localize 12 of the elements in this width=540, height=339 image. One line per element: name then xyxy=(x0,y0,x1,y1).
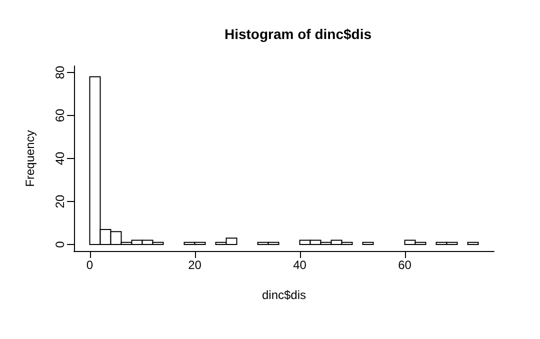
y-tick-label: 20 xyxy=(53,194,67,208)
y-tick-label: 80 xyxy=(53,65,67,80)
x-tick-label: 20 xyxy=(188,258,202,272)
y-tick-label: 0 xyxy=(53,240,67,248)
y-tick-label: 40 xyxy=(53,152,67,166)
y-tick-label: 60 xyxy=(53,108,67,122)
x-tick-label: 60 xyxy=(398,258,412,272)
chart-title: Histogram of dinc$dis xyxy=(224,26,372,42)
x-tick-label: 40 xyxy=(293,258,307,272)
x-tick-label: 0 xyxy=(86,258,94,272)
y-axis-title: Frequency xyxy=(23,130,37,187)
x-axis-title: dinc$dis xyxy=(262,288,306,302)
